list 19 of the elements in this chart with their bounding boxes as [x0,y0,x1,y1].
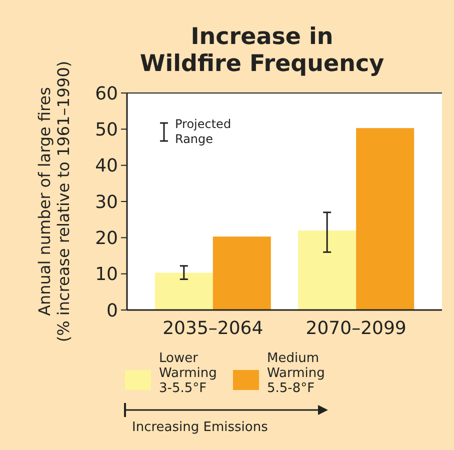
y-axis-title: Annual number of large fires (% increase relative to 1961–1990) [35,60,73,342]
bar [212,236,271,310]
y-tick-label: 30 [95,192,118,213]
x-tick-label: 2035–2064 [162,318,264,339]
legend-label: Medium Warming 5.5-8°F [267,351,325,396]
x-tick-label: 2070–2099 [306,318,406,339]
y-tick-label: 20 [95,228,118,249]
y-tick-label: 50 [95,119,118,140]
bar [154,272,213,310]
bar [298,230,356,310]
y-tick-label: 10 [95,264,118,286]
bar [356,128,414,310]
annotation: Projected Range [175,117,232,146]
text: Increasing Emissions [132,420,268,435]
legend-label: Lower Warming 3-5.5°F [159,351,217,396]
chart-title: Increase in Wildfire Frequency [140,24,384,77]
y-tick-label: 60 [95,83,118,104]
y-tick-label: 40 [95,156,118,177]
y-tick-label: 0 [106,300,118,322]
